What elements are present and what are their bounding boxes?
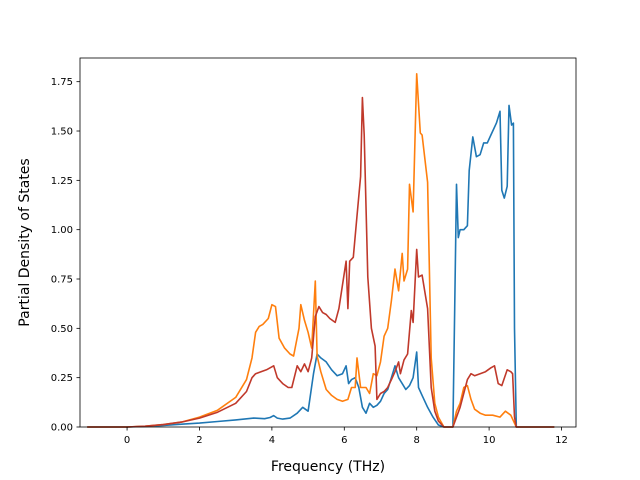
- x-tick-label: 0: [124, 435, 130, 446]
- y-axis-ticks: 0.00 0.25 0.50 0.75 1.00 1.25 1.50 1.75: [51, 77, 80, 434]
- x-tick-label: 4: [269, 435, 275, 446]
- x-tick-label: 8: [414, 435, 420, 446]
- x-tick-label: 2: [196, 435, 202, 446]
- x-tick-label: 10: [483, 435, 496, 446]
- y-tick-label: 0.75: [51, 275, 73, 286]
- plot-frame: [79, 57, 577, 428]
- x-axis-ticks: 0 2 4 6 8 10 12: [124, 427, 568, 446]
- series-line-3: [87, 96, 555, 428]
- x-tick-label: 6: [341, 435, 347, 446]
- y-tick-label: 1.25: [51, 176, 73, 187]
- y-tick-label: 0.50: [51, 324, 73, 335]
- y-tick-label: 1.00: [51, 225, 73, 236]
- series-line-2: [87, 73, 555, 428]
- series-layer: [87, 73, 555, 428]
- y-axis-label: Partial Density of States: [17, 158, 33, 326]
- y-tick-label: 0.00: [51, 423, 73, 434]
- y-tick-label: 0.25: [51, 373, 73, 384]
- x-tick-label: 12: [555, 435, 568, 446]
- y-tick-label: 1.50: [51, 127, 73, 138]
- x-axis-label: Frequency (THz): [271, 459, 385, 475]
- plot-background: [80, 58, 576, 427]
- y-tick-label: 1.75: [51, 77, 73, 88]
